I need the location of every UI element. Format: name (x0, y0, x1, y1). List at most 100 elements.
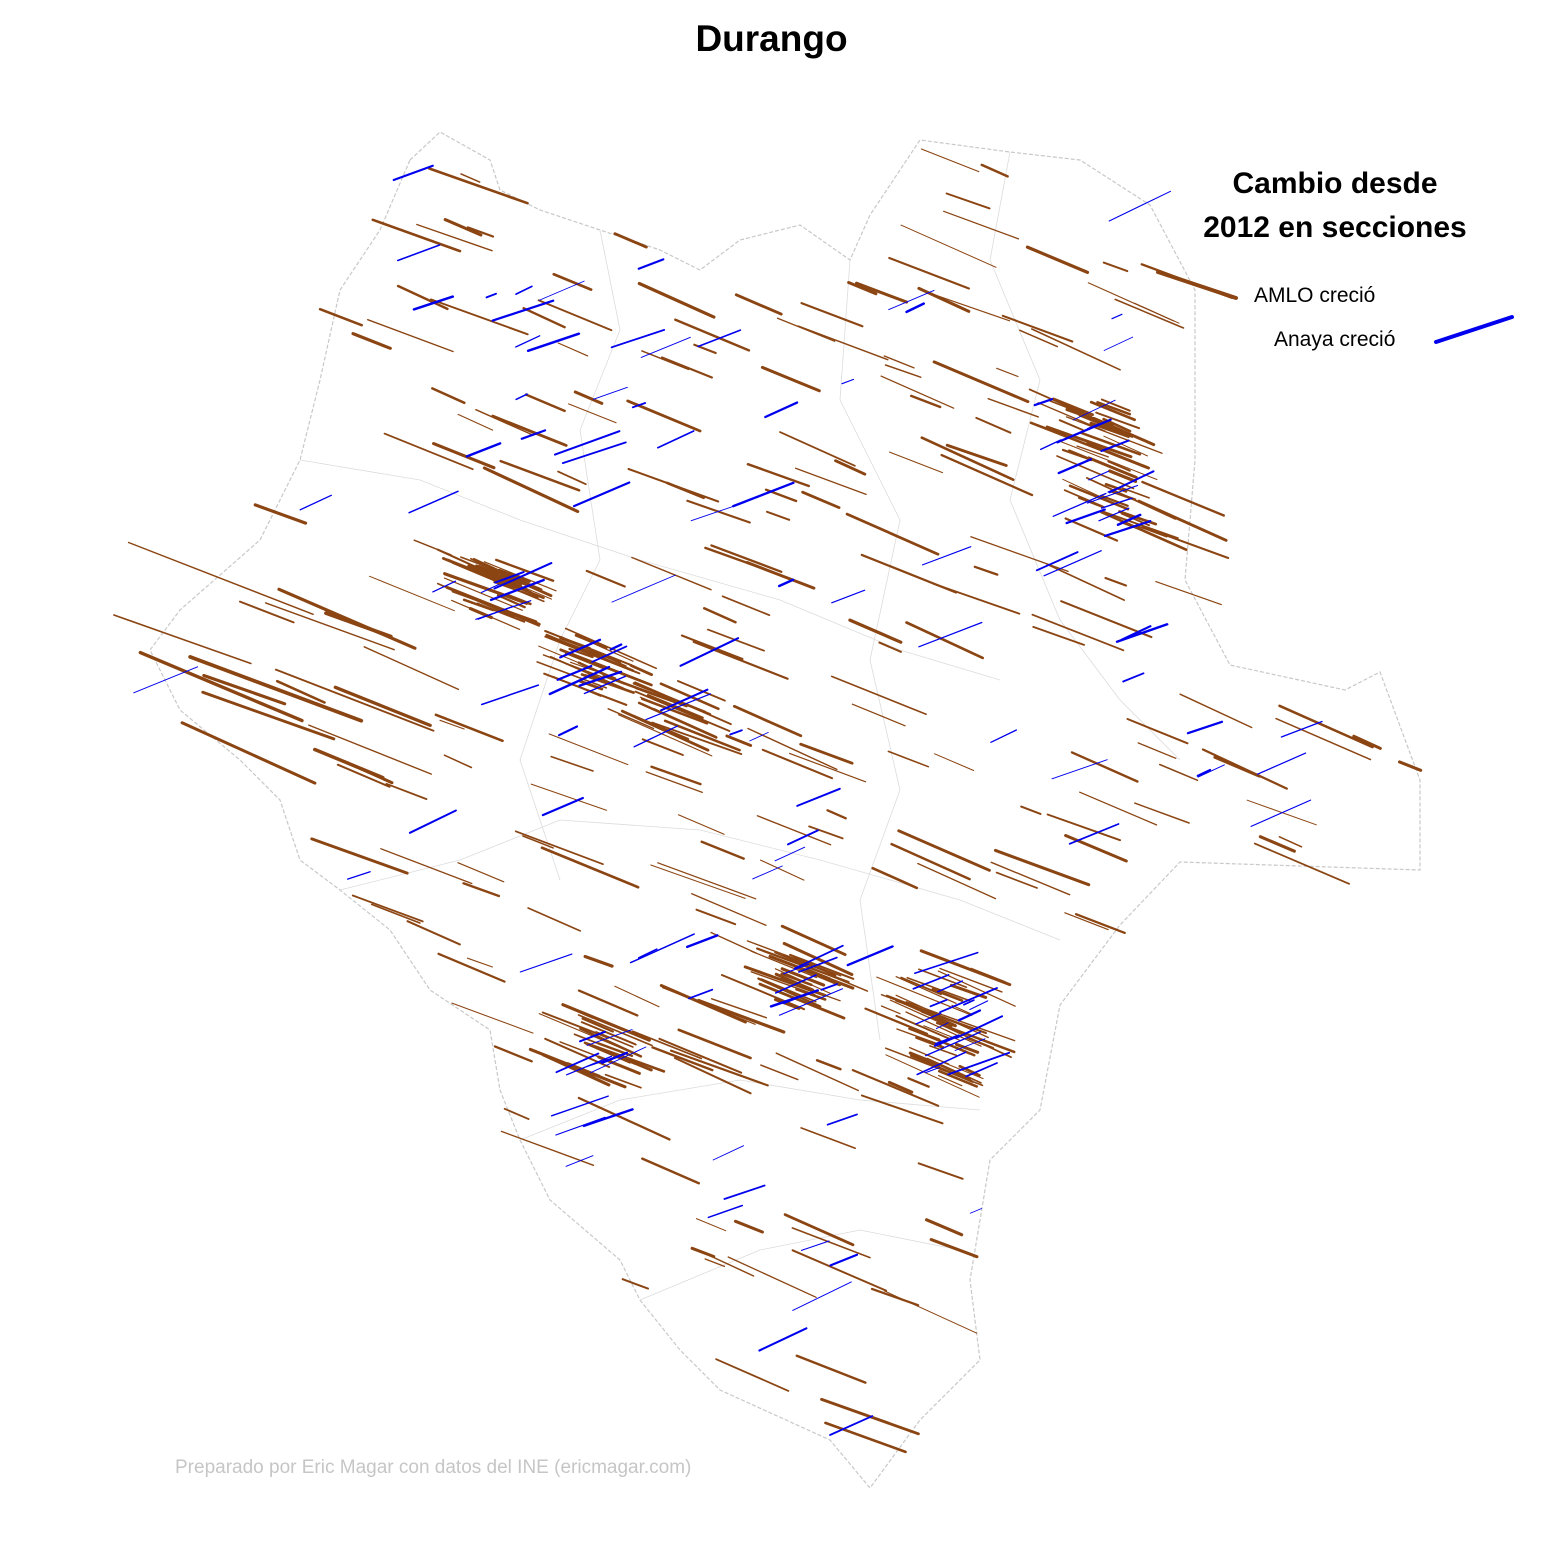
amlo-arrow (434, 713, 504, 743)
anaya-arrow (579, 1030, 606, 1043)
anaya-arrow (800, 1240, 830, 1251)
amlo-arrow (918, 968, 968, 988)
amlo-arrow (845, 512, 940, 556)
amlo-arrow (677, 1028, 752, 1060)
amlo-arrow (887, 750, 930, 768)
amlo-arrow (834, 459, 867, 476)
amlo-arrow (815, 1059, 842, 1071)
anaya-arrow (915, 1012, 942, 1025)
amlo-arrow (693, 343, 717, 355)
anaya-arrow (796, 787, 841, 807)
amlo-arrow (583, 954, 614, 968)
amlo-arrow (727, 1256, 817, 1298)
anaya-arrow (520, 429, 547, 440)
amlo-arrow (692, 640, 789, 680)
anaya-arrow (888, 289, 935, 311)
amlo-arrow (783, 1213, 855, 1247)
anaya-arrow (688, 988, 714, 1000)
anaya-arrow (1098, 507, 1130, 522)
amlo-arrow (860, 1094, 944, 1125)
anaya-arrow (990, 729, 1018, 743)
anaya-arrow (1196, 768, 1212, 777)
amlo-arrow (905, 1001, 988, 1032)
amlo-arrow (369, 575, 455, 612)
amlo-arrow (659, 682, 720, 711)
amlo-arrow (570, 661, 595, 672)
anaya-arrow (515, 335, 541, 348)
anaya-arrow (1057, 458, 1093, 475)
amlo-arrow (691, 893, 767, 926)
amlo-arrow (383, 432, 474, 471)
amlo-arrow (760, 1064, 799, 1081)
anaya-arrow (764, 401, 799, 419)
amlo-arrow (1068, 484, 1130, 511)
amlo-arrow (970, 536, 1069, 573)
amlo-arrow (631, 556, 712, 591)
amlo-arrow (677, 814, 725, 835)
anaya-arrow (519, 953, 573, 973)
anaya-arrow (783, 963, 810, 975)
anaya-arrow (679, 637, 740, 667)
amlo-arrow (188, 655, 364, 723)
amlo-arrow (446, 558, 545, 600)
amlo-arrow (938, 1023, 1012, 1059)
anaya-arrow (346, 871, 371, 880)
anaya-arrow (1086, 484, 1139, 504)
anaya-arrow (1052, 492, 1107, 517)
anaya-arrow (491, 299, 555, 322)
anaya-arrow (550, 1095, 609, 1117)
amlo-arrow (585, 569, 626, 588)
amlo-arrow (363, 646, 460, 691)
state-boundary (149, 131, 1421, 1489)
anaya-arrow (610, 329, 666, 349)
amlo-arrow (695, 1218, 727, 1232)
amlo-arrow (540, 846, 640, 889)
anaya-arrow (1280, 720, 1323, 738)
amlo-arrow (932, 582, 1021, 615)
anaya-arrow (480, 583, 500, 594)
amlo-arrow (880, 375, 955, 409)
anaya-arrow (656, 430, 695, 449)
amlo-arrow (1063, 489, 1104, 508)
anaya-arrow (686, 934, 719, 949)
amlo-arrow (704, 1258, 726, 1268)
anaya-arrow (515, 393, 528, 401)
anaya-arrow (553, 430, 621, 456)
amlo-arrow (864, 1007, 929, 1035)
amlo-arrow (910, 394, 942, 409)
amlo-arrow (1141, 525, 1230, 560)
amlo-arrow (1031, 613, 1125, 652)
amlo-arrow (733, 1219, 764, 1234)
anaya-arrow (947, 1051, 1011, 1076)
anaya-arrow (586, 1029, 633, 1046)
amlo-arrow (437, 952, 506, 983)
amlo-arrow (951, 1004, 973, 1015)
anaya-arrow (1108, 190, 1172, 222)
amlo-arrow (1155, 580, 1222, 606)
anaya-arrow (955, 1015, 1004, 1039)
amlo-arrow (917, 862, 997, 900)
amlo-arrow (1019, 329, 1059, 348)
amlo-arrow (919, 949, 1012, 987)
anaya-arrow (408, 809, 457, 834)
anaya-arrow (1086, 423, 1101, 431)
amlo-arrow (1032, 625, 1085, 646)
amlo-arrow (680, 634, 744, 661)
amlo-arrow (604, 1073, 642, 1089)
amlo-arrow (871, 866, 919, 890)
amlo-arrow (774, 972, 815, 992)
amlo-arrow (996, 367, 1019, 378)
amlo-arrow (1046, 563, 1126, 601)
anaya-arrow (758, 1327, 808, 1352)
amlo-arrow (580, 1021, 637, 1046)
amlo-arrow (1275, 717, 1372, 761)
anaya-arrow (787, 829, 819, 846)
amlo-arrow (895, 1014, 950, 1040)
amlo-arrow (721, 595, 771, 617)
amlo-arrow (632, 714, 690, 741)
amlo-arrow (416, 223, 493, 252)
anaya-arrow (465, 442, 502, 458)
amlo-arrow (697, 998, 786, 1034)
amlo-arrow (646, 693, 704, 720)
anaya-arrow (1100, 439, 1130, 453)
